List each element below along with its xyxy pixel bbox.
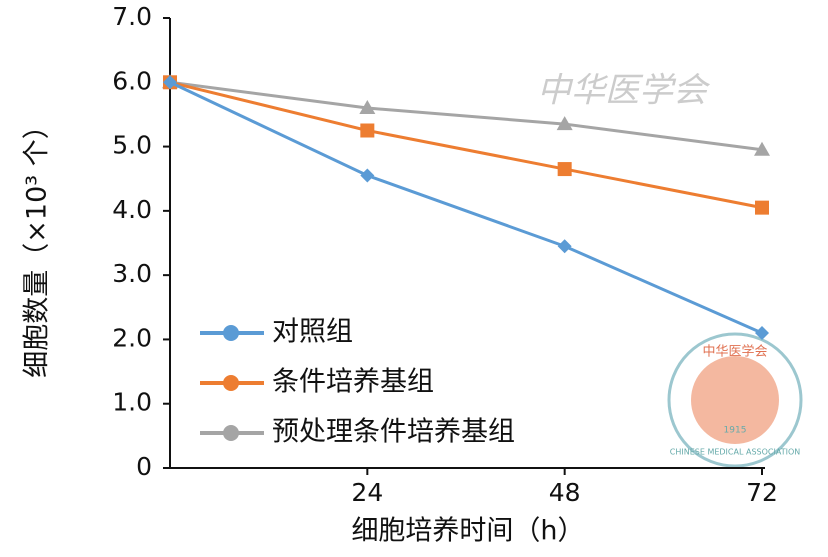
legend-label: 条件培养基组 [272, 367, 434, 398]
logo-ring [667, 332, 803, 468]
marker [557, 239, 572, 254]
legend-marker [223, 375, 239, 391]
y-tick-label: 0 [136, 452, 152, 481]
logo-text: 中华医学会 [702, 344, 767, 360]
y-tick-label: 2.0 [112, 323, 152, 352]
marker [360, 123, 375, 138]
logo: 中华医学会 CHINESE MEDICAL ASSOCIATION 1915 [667, 332, 803, 468]
legend-marker [223, 325, 239, 341]
y-tick-label: 3.0 [112, 259, 152, 288]
y-tick-label: 6.0 [112, 66, 152, 95]
logo-year: 1915 [724, 426, 747, 436]
y-tick-label: 4.0 [112, 195, 152, 224]
marker [360, 168, 375, 183]
marker [755, 326, 769, 340]
series-line [169, 80, 763, 210]
marker [556, 116, 573, 131]
x-tick-label: 48 [549, 478, 581, 507]
series-line [169, 80, 763, 152]
x-tick-label: 72 [746, 478, 778, 507]
legend-label: 预处理条件培养基组 [272, 417, 515, 448]
marker [557, 162, 572, 177]
marker [163, 75, 177, 90]
y-axis-label: 细胞数量（×10³ 个） [22, 112, 53, 377]
y-tick-label: 5.0 [112, 131, 152, 160]
logo-english: CHINESE MEDICAL ASSOCIATION [670, 448, 800, 457]
marker [359, 100, 376, 114]
legend-marker [223, 425, 239, 441]
y-tick-label: 1.0 [112, 388, 152, 417]
marker [755, 200, 769, 215]
x-tick-label: 24 [351, 478, 383, 507]
watermark: 中华医学会 [537, 71, 711, 111]
x-axis-label: 细胞培养时间（h） [351, 516, 584, 547]
series-line [169, 80, 763, 335]
logo-map [691, 356, 779, 444]
legend-label: 对照组 [272, 317, 353, 348]
marker [754, 141, 770, 156]
y-tick-label: 7.0 [112, 2, 152, 31]
